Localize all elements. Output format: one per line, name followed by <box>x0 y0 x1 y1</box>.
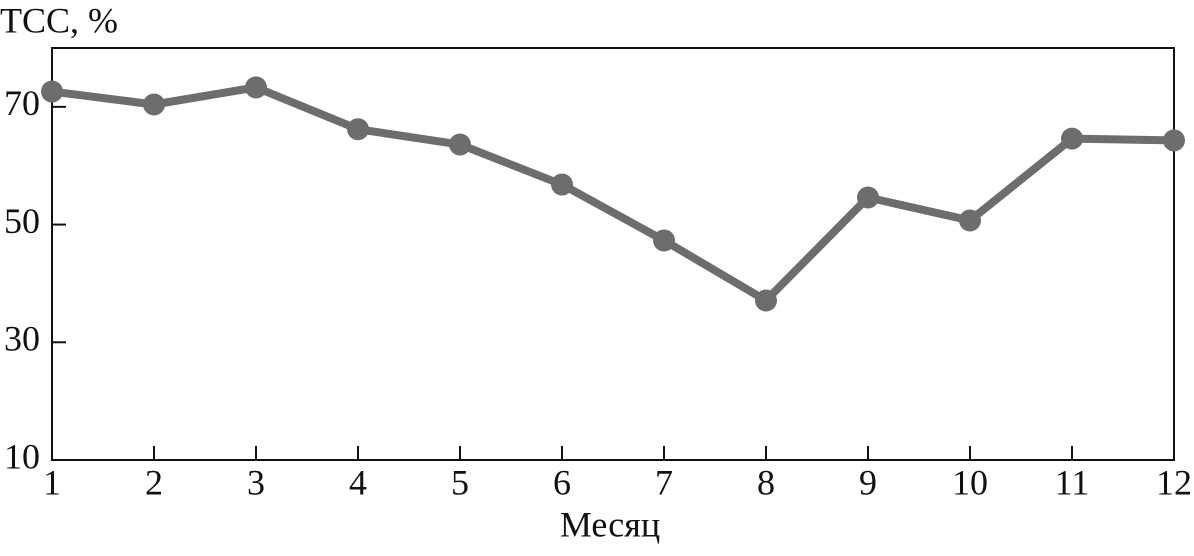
y-tick-label: 30 <box>4 319 40 359</box>
y-tick-label: 10 <box>4 436 40 476</box>
marker <box>41 80 63 103</box>
marker <box>1163 129 1185 152</box>
marker <box>551 173 573 196</box>
x-tick-label: 2 <box>145 462 163 502</box>
x-tick-label: 12 <box>1156 462 1192 502</box>
x-tick-label: 9 <box>859 462 877 502</box>
x-tick-label: 11 <box>1055 462 1090 502</box>
marker <box>755 289 777 312</box>
line <box>51 83 1175 305</box>
chart-title: ТСС, % <box>0 0 118 40</box>
x-tick-label: 3 <box>247 462 265 502</box>
marker <box>449 133 471 156</box>
x-axis-label: Месяц <box>560 504 660 544</box>
marker <box>959 209 981 232</box>
marker <box>1061 127 1083 150</box>
x-tick-label: 10 <box>952 462 988 502</box>
x-tick-label: 5 <box>451 462 469 502</box>
marker <box>857 186 879 209</box>
y-tick-label: 50 <box>4 201 40 241</box>
marker <box>143 93 165 116</box>
x-tick-label: 6 <box>553 462 571 502</box>
marker <box>245 76 267 99</box>
plot-frame <box>51 47 1175 461</box>
x-tick-label: 8 <box>757 462 775 502</box>
x-tick-label: 4 <box>349 462 367 502</box>
x-tick-label: 1 <box>43 462 61 502</box>
x-tick-label: 7 <box>655 462 673 502</box>
marker <box>653 229 675 252</box>
y-tick-label: 70 <box>4 83 40 123</box>
marker <box>347 118 369 141</box>
